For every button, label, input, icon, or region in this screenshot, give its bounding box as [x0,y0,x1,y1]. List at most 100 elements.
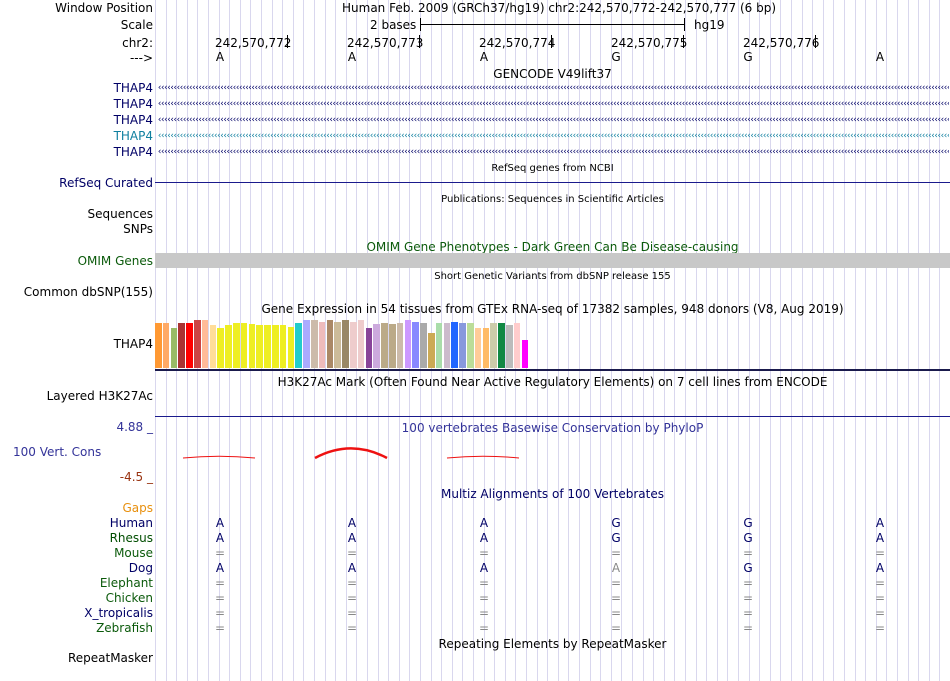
gtex-tissue-bar[interactable] [513,323,521,368]
gtex-tissue-bar[interactable] [178,323,185,368]
sequences-label[interactable]: Sequences [87,207,153,221]
gtex-tissue-bar[interactable] [162,323,170,368]
gencode-transcript-label[interactable]: THAP4 [113,113,153,127]
grid-line [780,0,781,681]
gtex-tissue-bar[interactable] [248,324,256,368]
gtex-tissue-bar[interactable] [521,340,529,368]
gtex-tissue-bar[interactable] [435,323,443,368]
gtex-tissue-bar[interactable] [240,323,248,368]
species-label[interactable]: Elephant [99,576,153,590]
gtex-tissue-bar[interactable] [217,328,224,368]
alignment-base: = [478,591,490,605]
gtex-tissue-bar[interactable] [482,328,490,368]
gencode-transcript-label[interactable]: THAP4 [113,81,153,95]
gencode-transcript-line[interactable]: ‹‹‹‹‹‹‹‹‹‹‹‹‹‹‹‹‹‹‹‹‹‹‹‹‹‹‹‹‹‹‹‹‹‹‹‹‹‹‹‹… [157,99,949,109]
alignment-base: = [346,621,358,635]
gtex-tissue-bar[interactable] [420,323,427,368]
reference-base: G [611,50,621,64]
phylop-graph[interactable] [155,440,950,470]
gtex-tissue-bar[interactable] [194,320,201,368]
gtex-tissue-bar[interactable] [474,328,482,368]
gtex-tissue-bar[interactable] [412,322,419,368]
refseq-line[interactable] [155,182,950,183]
gtex-tissue-bar[interactable] [490,323,497,368]
omim-label[interactable]: OMIM Genes [77,254,153,268]
species-label[interactable]: Human [109,516,153,530]
grid-line [208,0,209,681]
gtex-tissue-bar[interactable] [334,322,341,368]
gtex-tissue-bar[interactable] [467,323,474,368]
repeatmasker-label[interactable]: RepeatMasker [67,651,153,665]
omim-gene-bar[interactable] [155,253,950,268]
species-label[interactable]: Zebrafish [96,621,153,635]
species-label[interactable]: Mouse [114,546,153,560]
gencode-transcript-line[interactable]: ‹‹‹‹‹‹‹‹‹‹‹‹‹‹‹‹‹‹‹‹‹‹‹‹‹‹‹‹‹‹‹‹‹‹‹‹‹‹‹‹… [157,131,949,141]
ruler-position: 242,570,772 [215,36,292,50]
gencode-transcript-label[interactable]: THAP4 [113,129,153,143]
scale-text: 2 bases [370,18,417,32]
alignment-base: = [742,546,754,560]
gtex-tissue-bar[interactable] [311,320,318,368]
alignment-base: = [478,606,490,620]
gtex-tissue-bar[interactable] [318,322,326,368]
gtex-bar-chart[interactable] [155,318,555,368]
gtex-tissue-bar[interactable] [365,328,373,368]
species-label[interactable]: Gaps [122,501,153,515]
h3k27ac-label[interactable]: Layered H3K27Ac [46,389,153,403]
reference-base: G [743,50,753,64]
gtex-tissue-bar[interactable] [279,325,287,368]
gtex-tissue-bar[interactable] [373,324,380,368]
gtex-tissue-bar[interactable] [272,325,279,368]
gtex-tissue-bar[interactable] [209,325,217,368]
ruler-tick [419,35,420,48]
gtex-tissue-bar[interactable] [451,322,458,368]
snps-label[interactable]: SNPs [123,222,153,236]
gtex-tissue-bar[interactable] [381,323,388,368]
gtex-tissue-bar[interactable] [443,323,451,368]
species-label[interactable]: Dog [128,561,153,575]
alignment-base: = [610,606,622,620]
alignment-base: = [874,591,886,605]
gencode-transcript-line[interactable]: ‹‹‹‹‹‹‹‹‹‹‹‹‹‹‹‹‹‹‹‹‹‹‹‹‹‹‹‹‹‹‹‹‹‹‹‹‹‹‹‹… [157,83,949,93]
gtex-tissue-bar[interactable] [404,320,412,368]
window-position-text: Human Feb. 2009 (GRCh37/hg19) chr2:242,5… [342,1,777,15]
grid-line [568,0,569,681]
grid-line [833,0,834,681]
gtex-tissue-bar[interactable] [287,327,295,368]
species-label[interactable]: Rhesus [109,531,153,545]
gencode-transcript-label[interactable]: THAP4 [113,97,153,111]
gtex-tissue-bar[interactable] [303,320,310,368]
gtex-tissue-bar[interactable] [225,325,232,368]
grid-line [621,0,622,681]
phylop-label[interactable]: 100 Vert. Cons [13,445,102,459]
gtex-tissue-bar[interactable] [396,323,404,368]
gtex-label[interactable]: THAP4 [113,337,153,351]
gtex-tissue-bar[interactable] [498,323,505,368]
dbsnp-label[interactable]: Common dbSNP(155) [23,285,153,299]
publications-title: Publications: Sequences in Scientific Ar… [441,194,664,205]
refseq-label[interactable]: RefSeq Curated [59,176,153,190]
gtex-tissue-bar[interactable] [233,323,240,368]
grid-line [696,0,697,681]
gtex-tissue-bar[interactable] [186,323,193,368]
gtex-tissue-bar[interactable] [389,324,396,368]
track-area[interactable]: Human Feb. 2009 (GRCh37/hg19) chr2:242,5… [155,0,950,681]
gtex-tissue-bar[interactable] [357,320,365,368]
gtex-tissue-bar[interactable] [350,322,357,368]
gtex-tissue-bar[interactable] [506,325,513,368]
gtex-tissue-bar[interactable] [342,320,349,368]
gtex-tissue-bar[interactable] [155,323,162,368]
gtex-tissue-bar[interactable] [295,323,302,368]
species-label[interactable]: X_tropicalis [84,606,153,620]
gtex-tissue-bar[interactable] [264,325,271,368]
species-label[interactable]: Chicken [105,591,153,605]
gtex-tissue-bar[interactable] [428,333,435,368]
gencode-transcript-line[interactable]: ‹‹‹‹‹‹‹‹‹‹‹‹‹‹‹‹‹‹‹‹‹‹‹‹‹‹‹‹‹‹‹‹‹‹‹‹‹‹‹‹… [157,115,949,125]
gencode-transcript-line[interactable]: ‹‹‹‹‹‹‹‹‹‹‹‹‹‹‹‹‹‹‹‹‹‹‹‹‹‹‹‹‹‹‹‹‹‹‹‹‹‹‹‹… [157,147,949,157]
gtex-tissue-bar[interactable] [201,320,209,368]
gtex-tissue-bar[interactable] [170,328,178,368]
gtex-tissue-bar[interactable] [326,320,334,368]
gtex-tissue-bar[interactable] [256,325,263,368]
gtex-tissue-bar[interactable] [459,323,466,368]
gencode-transcript-label[interactable]: THAP4 [113,145,153,159]
